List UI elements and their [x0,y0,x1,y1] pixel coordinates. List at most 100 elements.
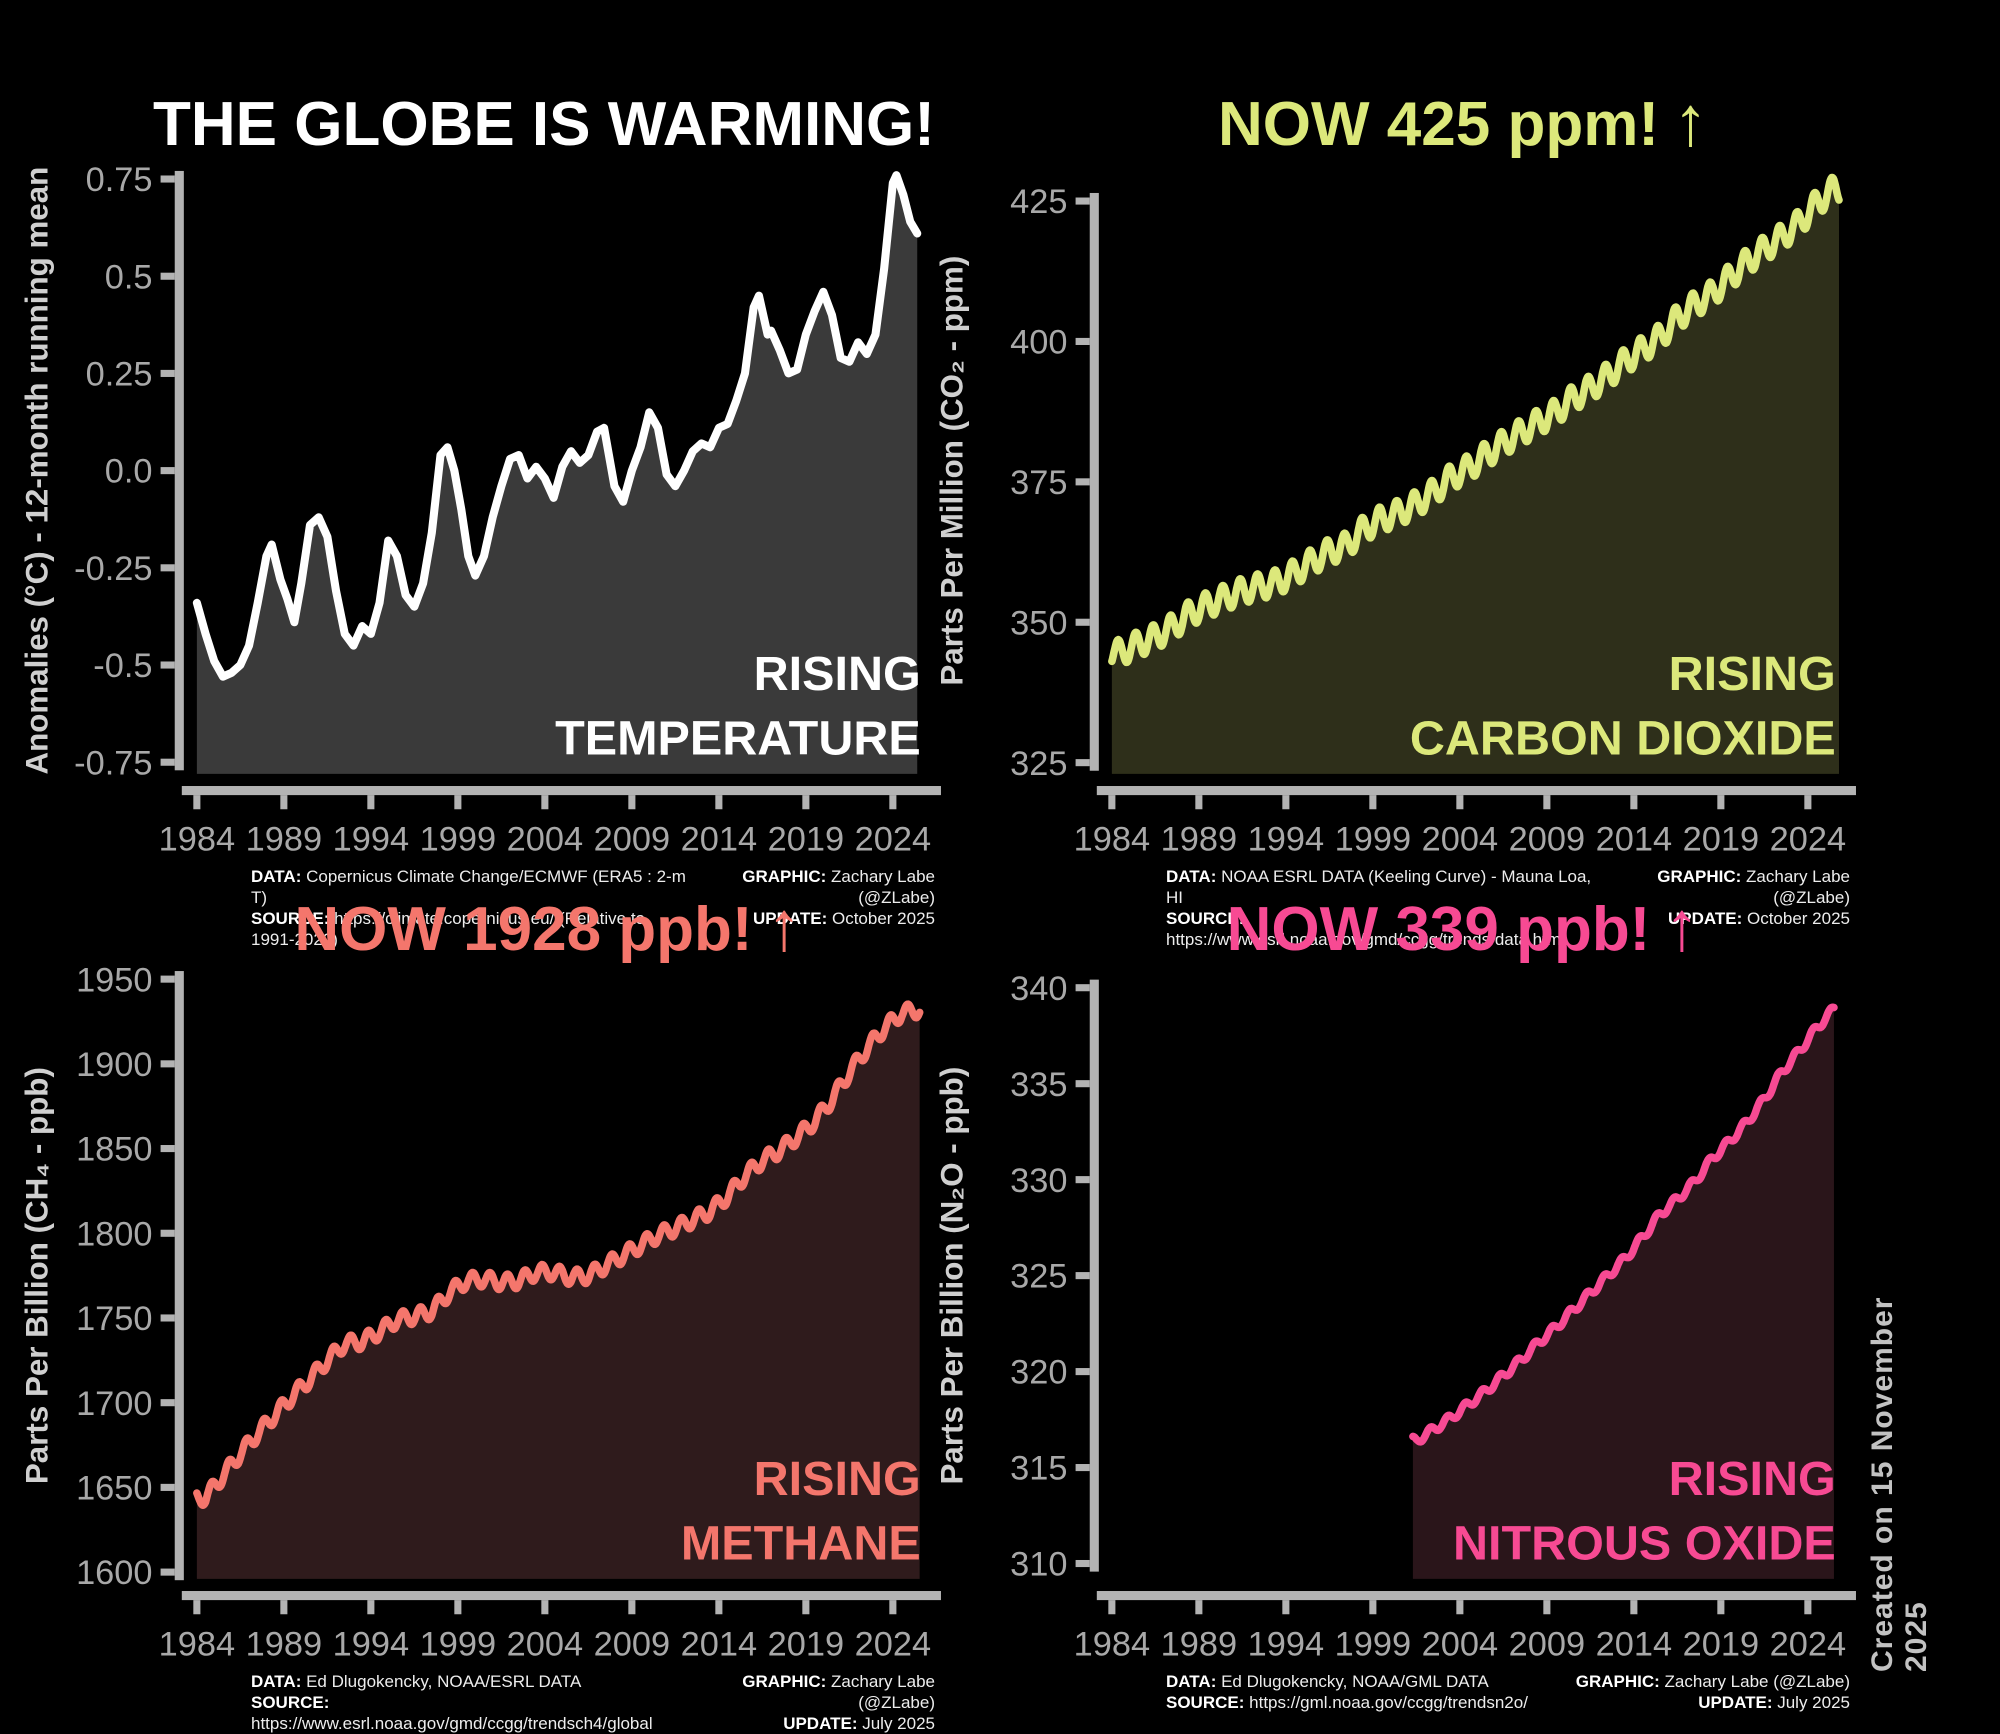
y-tick-label: 1850 [76,1131,152,1169]
x-axis-spine [1096,1591,1856,1601]
title-text: NOW 1928 ppb! [294,895,753,964]
y-tick-label: 375 [1010,464,1067,502]
x-tick-mark [1630,795,1638,810]
x-tick-mark [367,795,375,810]
y-tick-label: 0.25 [86,356,153,394]
nitrous-oxide-panel: NOW 339 ppb! ↑ 340 335 330 325 320 315 310 1984 1… [928,891,1858,1713]
y-axis-title: Parts Per Billion (N₂O - ppb) [934,1067,969,1485]
x-axis-spine [181,786,941,796]
inplot-label-line2: CARBON DIOXIDE [1410,712,1836,766]
x-tick-mark [889,795,897,810]
x-tick-mark [1717,1600,1725,1615]
inplot-label-line1: RISING [1669,647,1836,701]
x-tick-label: 1999 [420,1626,496,1664]
y-tick-label: 335 [1010,1066,1067,1104]
footer-graphic-line: GRAPHIC: Zachary Labe (@ZLabe) [742,1672,935,1712]
title-text: NOW 425 ppm! [1218,90,1659,159]
x-tick-mark [280,795,288,810]
footer-source-line: SOURCE: https://gml.noaa.gov/ccgg/trends… [1166,1693,1528,1712]
y-tick-label: 1700 [76,1385,152,1423]
up-arrow-icon: ↑ [1664,887,1700,965]
y-tick-label: 1950 [76,961,152,999]
x-tick-mark [1630,1600,1638,1615]
footer-graphic-line: GRAPHIC: Zachary Labe (@ZLabe) [1575,1672,1850,1691]
x-tick-label: 1999 [1335,821,1411,859]
x-tick-mark [628,795,636,810]
inplot-label-line1: RISING [754,647,921,701]
y-tick-mark [160,1060,175,1068]
footer-data-line: DATA: Ed Dlugokencky, NOAA/GML DATA [1166,1672,1489,1691]
x-tick-mark [1804,795,1812,810]
title-text: THE GLOBE IS WARMING! [153,90,935,159]
x-tick-mark [541,1600,549,1615]
x-tick-label: 2019 [768,1626,844,1664]
x-tick-label: 1994 [333,1626,409,1664]
x-tick-label: 1989 [1161,821,1237,859]
x-tick-label: 1984 [1074,1626,1150,1664]
x-tick-mark [1543,795,1551,810]
x-tick-label: 2014 [1596,1626,1672,1664]
footer-data-source: DATA: Ed Dlugokencky, NOAA/ESRL DATA SOU… [251,1671,688,1734]
x-tick-label: 1989 [1161,1626,1237,1664]
x-tick-mark [193,795,201,810]
y-tick-label: -0.75 [74,744,152,782]
x-tick-mark [1108,795,1116,810]
x-tick-label: 1994 [1248,821,1324,859]
footer-data-line: DATA: NOAA ESRL DATA (Keeling Curve) - M… [1166,867,1592,907]
x-tick-label: 1994 [333,821,409,859]
y-tick-label: 0.0 [105,453,153,491]
y-axis-spine [174,971,184,1581]
footer-credit: GRAPHIC: Zachary Labe (@ZLabe) UPDATE: O… [1602,866,1850,950]
y-tick-label: 310 [1010,1546,1067,1584]
x-tick-mark [1456,1600,1464,1615]
y-tick-label: 1750 [76,1300,152,1338]
x-tick-label: 2009 [594,1626,670,1664]
y-axis-spine [174,170,184,771]
x-tick-label: 2019 [768,821,844,859]
y-tick-label: 0.5 [105,258,153,296]
x-tick-label: 2009 [594,821,670,859]
x-tick-label: 2004 [507,821,583,859]
x-tick-label: 2014 [681,1626,757,1664]
y-tick-mark [1075,1464,1090,1472]
x-tick-mark [1456,795,1464,810]
y-tick-mark [1075,618,1090,626]
y-tick-mark [160,1229,175,1237]
y-axis-spine [1089,979,1099,1572]
x-tick-mark [1804,1600,1812,1615]
y-tick-label: 1800 [76,1215,152,1253]
inplot-label-line2: METHANE [681,1517,921,1571]
chart-footer: DATA: Ed Dlugokencky, NOAA/GML DATA SOUR… [1166,1671,1850,1713]
footer-update-line: UPDATE: July 2025 [1698,1693,1850,1712]
y-tick-label: -0.5 [93,647,152,685]
created-note: Created on 15 November 2025 [1866,1296,1933,1672]
footer-data-source: DATA: Ed Dlugokencky, NOAA/GML DATA SOUR… [1166,1671,1528,1713]
y-tick-mark [160,564,175,572]
x-tick-label: 2009 [1509,821,1585,859]
x-tick-mark [541,795,549,810]
footer-credit: GRAPHIC: Zachary Labe (@ZLabe) UPDATE: J… [688,1671,935,1734]
x-tick-label: 2024 [1770,1626,1846,1664]
footer-update-line: UPDATE: July 2025 [783,1714,935,1733]
carbon-dioxide-line [1108,173,1843,667]
title-text: NOW 339 ppb! [1226,895,1651,964]
x-tick-mark [367,1600,375,1615]
x-tick-mark [715,1600,723,1615]
y-tick-mark [160,975,175,983]
footer-credit: GRAPHIC: Zachary Labe (@ZLabe) UPDATE: O… [688,866,935,950]
y-tick-mark [1075,1080,1090,1088]
x-tick-label: 2014 [681,821,757,859]
x-tick-label: 1989 [246,1626,322,1664]
x-tick-mark [1195,795,1203,810]
y-tick-mark [160,272,175,280]
inplot-label-line2: TEMPERATURE [555,712,921,766]
y-tick-label: 325 [1010,745,1067,783]
inplot-label-line1: RISING [754,1452,921,1506]
y-tick-mark [1075,1176,1090,1184]
temperature-panel: THE GLOBE IS WARMING! 0.75 0.5 0.25 0.0 -0.2… [13,88,943,949]
temperature-chart: 0.75 0.5 0.25 0.0 -0.25 -0.5 -0.75 1984 1989 1994… [19,161,941,859]
y-tick-label: 340 [1010,970,1067,1008]
y-tick-mark [160,175,175,183]
